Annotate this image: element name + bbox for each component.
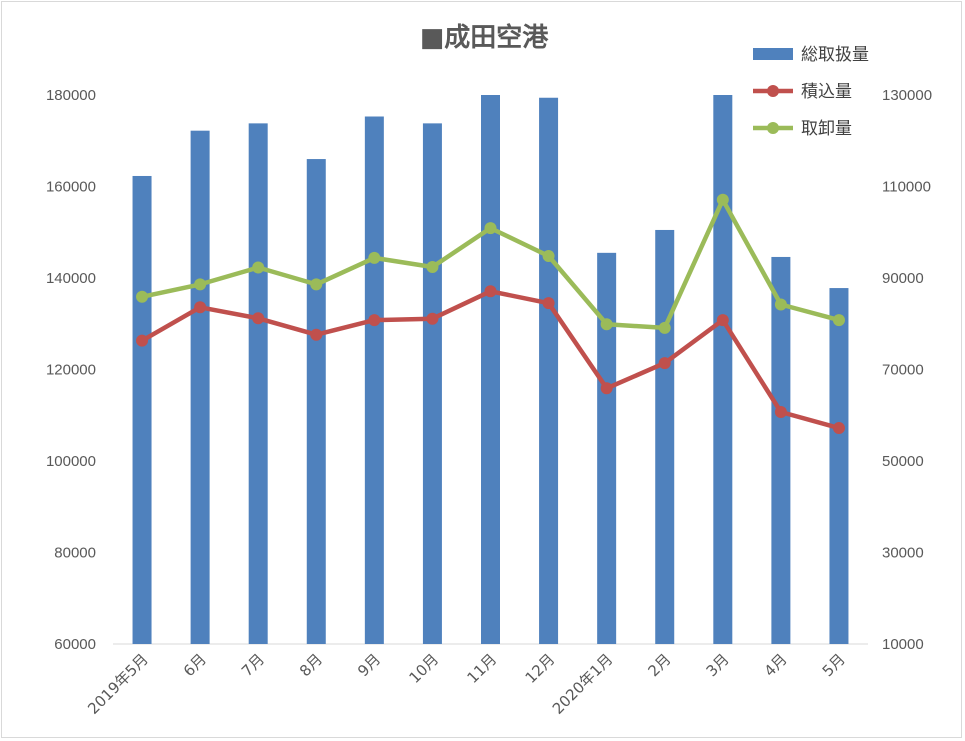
legend-swatch-marker <box>767 85 779 97</box>
line-point <box>252 312 265 325</box>
chart-title: ■成田空港 <box>420 22 550 53</box>
x-tick-label: 12月 <box>522 650 559 687</box>
line-point <box>310 328 323 341</box>
bar <box>655 229 675 644</box>
y-right-tick-label: 10000 <box>882 636 924 653</box>
line-point <box>368 314 381 327</box>
y-right-tick-label: 30000 <box>882 545 924 562</box>
line-point <box>832 422 845 435</box>
legend-label: 総取扱量 <box>801 45 869 65</box>
line-point <box>774 406 787 419</box>
x-tick-label: 6月 <box>180 650 210 680</box>
bar <box>248 123 268 645</box>
line-point <box>716 193 729 206</box>
line-point <box>136 334 149 347</box>
bar <box>190 130 210 644</box>
x-tick-label: 2020年1月 <box>549 650 617 718</box>
bar <box>306 159 326 645</box>
line-point <box>600 382 613 395</box>
y-left-tick-label: 140000 <box>46 270 96 287</box>
bar <box>597 252 617 644</box>
x-tick-label: 10月 <box>405 650 442 687</box>
legend-label: 取卸量 <box>801 119 852 139</box>
line-point <box>310 278 323 291</box>
x-tick-label: 11月 <box>463 650 500 687</box>
bar <box>422 123 442 645</box>
legend-swatch-marker <box>767 122 779 134</box>
line-point <box>484 285 497 298</box>
x-tick-label: 8月 <box>296 650 326 680</box>
bar <box>713 95 733 644</box>
line-point <box>426 312 439 325</box>
line-point <box>832 314 845 327</box>
legend-swatch-bar <box>753 48 793 60</box>
bar <box>364 116 384 644</box>
bar <box>829 288 849 644</box>
y-right-tick-label: 50000 <box>882 453 924 470</box>
line-point <box>542 250 555 263</box>
legend-label: 積込量 <box>801 82 852 102</box>
y-right-tick-label: 90000 <box>882 270 924 287</box>
bar <box>539 97 559 645</box>
x-tick-label: 2月 <box>644 650 674 680</box>
bar <box>481 95 500 644</box>
y-left-tick-label: 80000 <box>54 545 96 562</box>
x-tick-label: 2019年5月 <box>84 650 152 718</box>
line-point <box>716 314 729 327</box>
y-right-tick-label: 70000 <box>882 362 924 379</box>
y-left-tick-label: 100000 <box>46 453 96 470</box>
x-tick-label: 7月 <box>238 650 268 680</box>
line-point <box>194 301 207 314</box>
x-tick-label: 5月 <box>819 650 849 680</box>
y-right-tick-label: 130000 <box>882 87 932 104</box>
bar <box>771 256 791 644</box>
line-point <box>194 278 207 291</box>
line-point <box>426 261 439 274</box>
line-point <box>252 261 265 274</box>
y-left-tick-label: 120000 <box>46 362 96 379</box>
line-point <box>368 251 381 264</box>
y-left-tick-label: 180000 <box>46 87 96 104</box>
line-point <box>658 357 671 370</box>
line-point <box>658 321 671 334</box>
y-left-tick-label: 60000 <box>54 636 96 653</box>
y-left-tick-label: 160000 <box>46 179 96 196</box>
x-tick-label: 3月 <box>703 650 733 680</box>
line-point <box>600 318 613 331</box>
x-tick-label: 4月 <box>761 650 791 680</box>
line-point <box>136 290 149 303</box>
line-point <box>484 222 497 235</box>
y-right-tick-label: 110000 <box>882 179 931 196</box>
bar <box>132 175 152 645</box>
line-point <box>542 297 555 310</box>
line-point <box>774 298 787 311</box>
x-tick-label: 9月 <box>354 650 384 680</box>
